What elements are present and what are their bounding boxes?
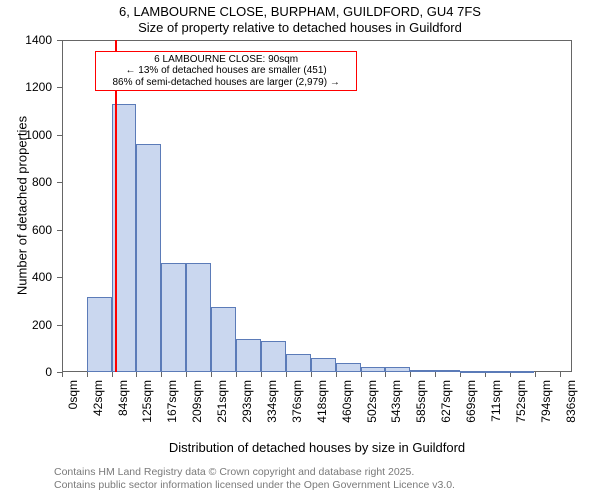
- histogram-bar: [311, 358, 336, 372]
- x-tick-mark: [560, 372, 561, 377]
- histogram-bar: [87, 297, 112, 372]
- x-tick-label: 334sqm: [265, 380, 279, 423]
- y-tick-mark: [57, 182, 62, 183]
- footer-attribution: Contains HM Land Registry data © Crown c…: [54, 466, 455, 491]
- chart-title-main: 6, LAMBOURNE CLOSE, BURPHAM, GUILDFORD, …: [0, 4, 600, 19]
- annotation-line: 86% of semi-detached houses are larger (…: [100, 77, 352, 89]
- histogram-bar: [510, 371, 535, 373]
- x-tick-mark: [87, 372, 88, 377]
- histogram-bar: [336, 363, 361, 372]
- x-tick-label: 460sqm: [340, 380, 354, 423]
- x-tick-label: 543sqm: [389, 380, 403, 423]
- footer-line-2: Contains public sector information licen…: [54, 479, 455, 492]
- x-tick-mark: [261, 372, 262, 377]
- y-tick-mark: [57, 325, 62, 326]
- histogram-bar: [186, 263, 211, 372]
- y-tick-label: 200: [0, 318, 52, 332]
- x-tick-label: 251sqm: [215, 380, 229, 423]
- x-tick-mark: [112, 372, 113, 377]
- y-tick-label: 0: [0, 365, 52, 379]
- histogram-bar: [211, 307, 236, 372]
- x-tick-mark: [136, 372, 137, 377]
- x-tick-label: 0sqm: [66, 380, 80, 409]
- y-tick-label: 1000: [0, 128, 52, 142]
- x-tick-mark: [236, 372, 237, 377]
- x-tick-mark: [385, 372, 386, 377]
- x-tick-label: 293sqm: [240, 380, 254, 423]
- histogram-bar: [435, 370, 460, 372]
- y-tick-label: 600: [0, 223, 52, 237]
- annotation-line: ← 13% of detached houses are smaller (45…: [100, 65, 352, 77]
- histogram-bar: [361, 367, 385, 372]
- x-tick-label: 711sqm: [489, 380, 503, 422]
- x-tick-label: 125sqm: [140, 380, 154, 423]
- x-tick-mark: [62, 372, 63, 377]
- x-tick-label: 376sqm: [290, 380, 304, 423]
- x-tick-mark: [311, 372, 312, 377]
- x-tick-mark: [410, 372, 411, 377]
- histogram-bar: [286, 354, 311, 372]
- y-tick-mark: [57, 230, 62, 231]
- x-tick-label: 209sqm: [190, 380, 204, 423]
- x-tick-label: 627sqm: [439, 380, 453, 423]
- x-tick-mark: [535, 372, 536, 377]
- histogram-bar: [236, 339, 260, 372]
- histogram-bar: [410, 370, 435, 372]
- x-tick-label: 669sqm: [464, 380, 478, 423]
- x-axis-title: Distribution of detached houses by size …: [62, 440, 572, 455]
- y-tick-label: 400: [0, 270, 52, 284]
- y-tick-label: 800: [0, 175, 52, 189]
- footer-line-1: Contains HM Land Registry data © Crown c…: [54, 466, 455, 479]
- x-tick-mark: [286, 372, 287, 377]
- x-tick-label: 167sqm: [165, 380, 179, 423]
- y-tick-label: 1200: [0, 80, 52, 94]
- y-tick-mark: [57, 87, 62, 88]
- x-tick-label: 42sqm: [91, 380, 105, 416]
- x-tick-mark: [211, 372, 212, 377]
- x-tick-mark: [361, 372, 362, 377]
- x-tick-mark: [336, 372, 337, 377]
- y-tick-mark: [57, 135, 62, 136]
- x-tick-label: 836sqm: [564, 380, 578, 423]
- x-tick-mark: [161, 372, 162, 377]
- histogram-bar: [485, 371, 509, 373]
- x-tick-label: 418sqm: [315, 380, 329, 423]
- x-tick-label: 794sqm: [539, 380, 553, 423]
- y-tick-mark: [57, 277, 62, 278]
- x-tick-label: 84sqm: [116, 380, 130, 416]
- annotation-line: 6 LAMBOURNE CLOSE: 90sqm: [100, 54, 352, 66]
- y-tick-mark: [57, 40, 62, 41]
- x-tick-mark: [186, 372, 187, 377]
- histogram-bar: [460, 371, 485, 373]
- histogram-bar: [261, 341, 286, 372]
- annotation-box: 6 LAMBOURNE CLOSE: 90sqm← 13% of detache…: [95, 51, 357, 92]
- x-tick-label: 502sqm: [365, 380, 379, 423]
- x-tick-mark: [435, 372, 436, 377]
- chart-title-sub: Size of property relative to detached ho…: [0, 20, 600, 35]
- x-tick-label: 752sqm: [514, 380, 528, 423]
- histogram-bar: [161, 263, 186, 372]
- histogram-bar: [385, 367, 410, 372]
- histogram-bar: [136, 144, 161, 372]
- y-tick-label: 1400: [0, 33, 52, 47]
- chart-container: 6, LAMBOURNE CLOSE, BURPHAM, GUILDFORD, …: [0, 0, 600, 500]
- x-tick-label: 585sqm: [414, 380, 428, 423]
